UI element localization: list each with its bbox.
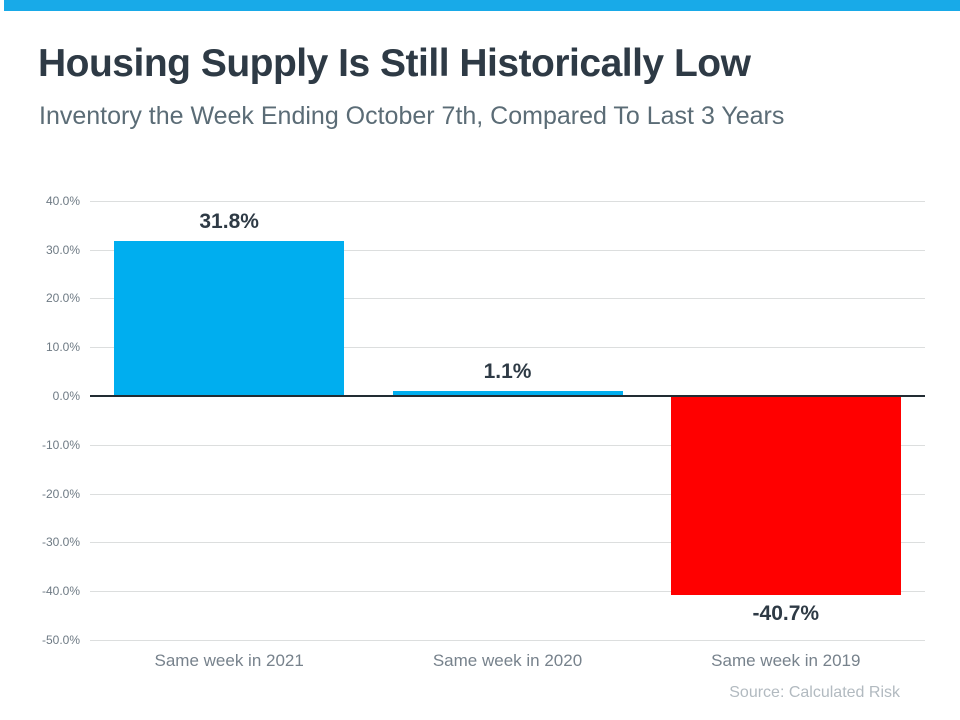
y-tick-label: 30.0% xyxy=(45,242,80,257)
y-tick-label: -20.0% xyxy=(41,486,80,501)
gridline xyxy=(90,298,925,300)
x-category-label-same-week-in-2021: Same week in 2021 xyxy=(154,651,304,670)
x-axis-zero-line xyxy=(90,395,925,397)
bar-value-label-same-week-in-2020: 1.1% xyxy=(483,359,532,383)
page-title: Housing Supply Is Still Historically Low xyxy=(38,42,751,85)
gridline xyxy=(90,542,925,544)
y-tick-label: 10.0% xyxy=(45,340,80,355)
y-tick-label: -30.0% xyxy=(41,535,80,550)
y-tick-label: -50.0% xyxy=(41,632,80,647)
x-category-label-same-week-in-2020: Same week in 2020 xyxy=(432,651,583,670)
gridline xyxy=(90,493,925,495)
gridline xyxy=(90,249,925,251)
bar-same-week-in-2019 xyxy=(670,396,901,595)
x-category-label-same-week-in-2019: Same week in 2019 xyxy=(711,651,861,670)
bar-same-week-in-2020 xyxy=(392,390,623,396)
gridline xyxy=(90,347,925,349)
bar-value-label-same-week-in-2021: 31.8% xyxy=(199,209,259,233)
bar-same-week-in-2021 xyxy=(114,240,345,396)
gridline xyxy=(90,444,925,446)
y-tick-label: -40.0% xyxy=(41,584,80,599)
y-tick-label: 0.0% xyxy=(52,389,80,403)
y-tick-label: -10.0% xyxy=(41,437,80,452)
y-tick-label: 20.0% xyxy=(45,291,80,306)
bar-value-label-same-week-in-2019: -40.7% xyxy=(752,601,820,625)
gridline xyxy=(90,639,925,641)
source-attribution: Source: Calculated Risk xyxy=(729,684,900,701)
y-tick-label: 40.0% xyxy=(45,193,80,208)
gridline xyxy=(90,591,925,593)
page-subtitle: Inventory the Week Ending October 7th, C… xyxy=(39,102,785,130)
gridline xyxy=(90,200,925,202)
header-accent-bar xyxy=(4,0,960,11)
